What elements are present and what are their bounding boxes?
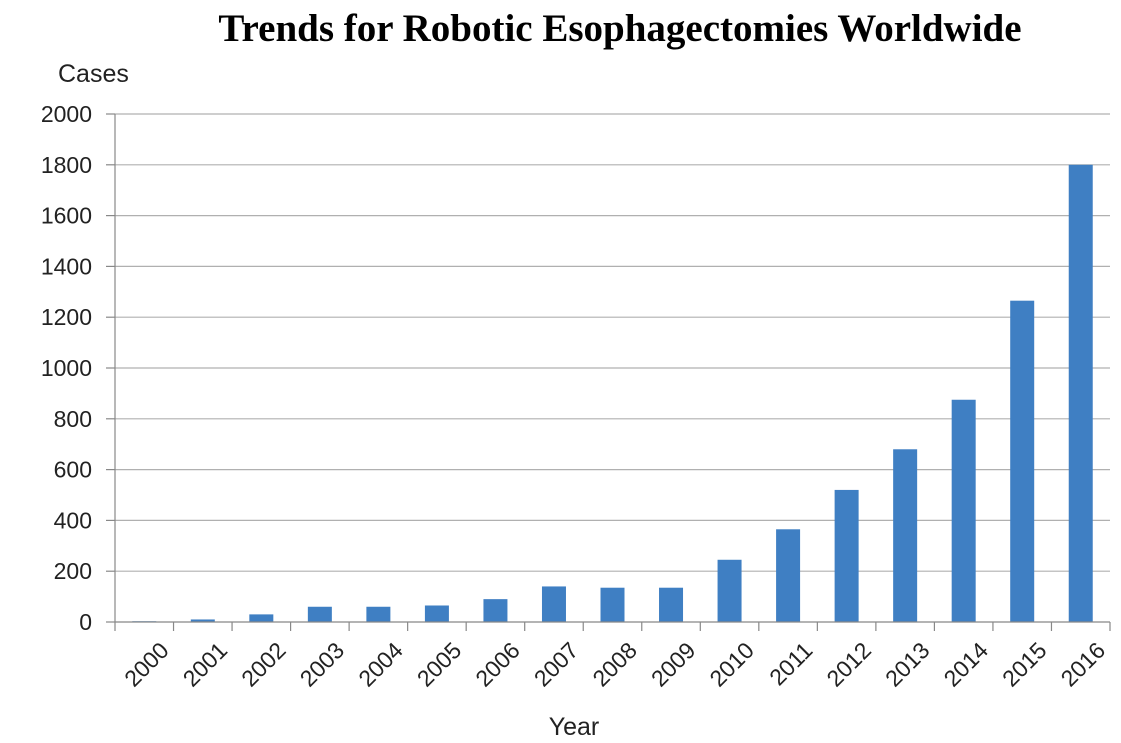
bar-2008	[600, 587, 625, 622]
y-tick-label: 1800	[41, 152, 92, 178]
bar-2006	[483, 599, 508, 622]
x-tick-label: 2009	[646, 637, 701, 692]
x-axis-ticks: 2000 2001 2002 2003 2004 2005 2006 2007 2008 2009…	[114, 622, 1111, 692]
x-tick-label: 2006	[470, 637, 525, 692]
x-tick-label: 2012	[821, 637, 876, 692]
bar-2012	[834, 489, 859, 622]
y-tick-label: 0	[79, 609, 92, 635]
y-tick-label: 1600	[41, 203, 92, 229]
x-tick-label: 2005	[412, 637, 467, 692]
x-tick-label: 2002	[236, 637, 291, 692]
y-tick-label: 1000	[41, 355, 92, 381]
bar-2015	[1010, 300, 1035, 622]
x-tick-label: 2014	[939, 637, 994, 692]
y-tick-label: 200	[54, 558, 92, 584]
x-axis-label: Year	[549, 713, 600, 741]
x-tick-label: 2008	[587, 637, 642, 692]
y-axis-ticks: 0 200 400 600 800 1000 1200 1400 1600 1800 2000	[41, 101, 115, 635]
x-tick-label: 2010	[704, 637, 759, 692]
gridlines	[115, 113, 1110, 572]
y-tick-label: 2000	[41, 101, 92, 127]
y-tick-label: 400	[54, 507, 92, 533]
chart-title: Trends for Robotic Esophagectomies World…	[218, 7, 1021, 50]
bar-2014	[951, 399, 976, 622]
y-tick-label: 600	[54, 457, 92, 483]
bar-2016	[1068, 164, 1093, 623]
x-tick-label: 2003	[295, 637, 350, 692]
bar-2002	[249, 614, 274, 622]
y-tick-label: 800	[54, 406, 92, 432]
x-tick-label: 2016	[1056, 637, 1111, 692]
y-tick-label: 1200	[41, 304, 92, 330]
bar-2009	[659, 587, 684, 622]
bar-2001	[190, 619, 215, 622]
bar-2013	[893, 449, 918, 622]
x-tick-label: 2011	[764, 637, 817, 690]
bar-2007	[541, 586, 566, 622]
bar-2011	[776, 529, 801, 622]
axes	[114, 114, 1110, 623]
x-tick-label: 2013	[880, 637, 935, 692]
bar-2010	[717, 559, 742, 622]
bar-2003	[307, 606, 332, 622]
x-tick-label: 2001	[178, 637, 233, 692]
y-axis-label: Cases	[58, 60, 129, 88]
x-tick-label: 2004	[353, 637, 408, 692]
bar-2004	[366, 606, 391, 622]
bars	[132, 164, 1093, 623]
x-tick-label: 2007	[529, 637, 584, 692]
y-tick-label: 1400	[41, 253, 92, 279]
bar-2005	[424, 605, 449, 622]
x-tick-label: 2015	[997, 637, 1052, 692]
x-tick-label: 2000	[119, 637, 174, 692]
